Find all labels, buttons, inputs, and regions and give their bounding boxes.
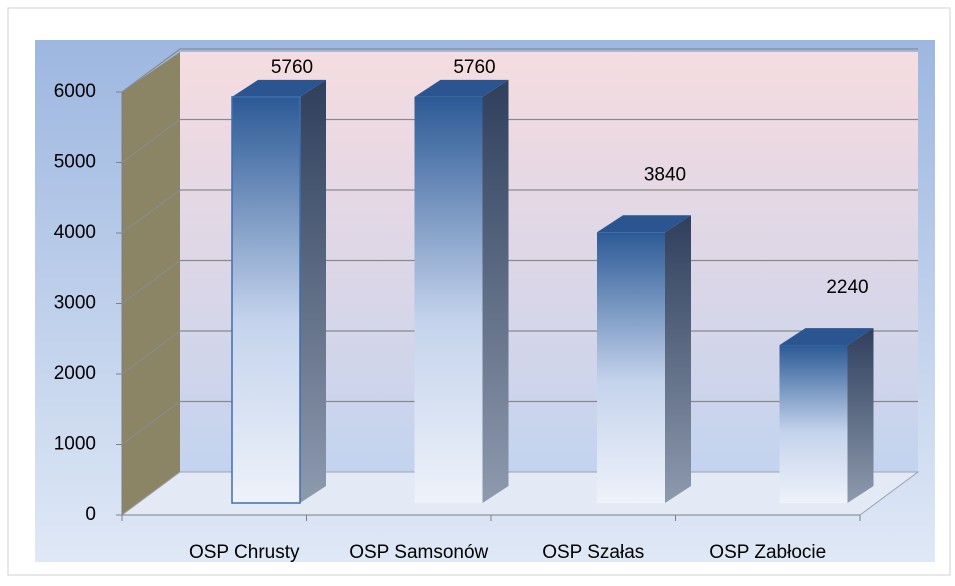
bar bbox=[779, 345, 848, 503]
data-label: 2240 bbox=[826, 277, 868, 298]
grid-line bbox=[121, 189, 918, 234]
y-tick-label: 4000 bbox=[54, 222, 96, 243]
bar-side bbox=[482, 79, 509, 504]
side-wall bbox=[122, 52, 180, 515]
bar-side bbox=[665, 215, 691, 503]
y-tick-label: 5000 bbox=[54, 152, 96, 173]
bar bbox=[231, 96, 301, 504]
grid-line bbox=[121, 118, 918, 163]
y-tick-label: 6000 bbox=[54, 81, 96, 102]
bar bbox=[597, 232, 665, 503]
y-tick-label: 0 bbox=[85, 504, 96, 525]
bar bbox=[414, 96, 483, 504]
grid-line bbox=[121, 48, 918, 93]
data-label: 5760 bbox=[271, 57, 313, 78]
y-tick-label: 1000 bbox=[54, 434, 96, 455]
bar-top bbox=[779, 328, 874, 346]
bar-side bbox=[847, 328, 874, 503]
data-label: 3840 bbox=[644, 164, 686, 185]
data-label: 5760 bbox=[453, 57, 495, 78]
bar-top bbox=[597, 215, 691, 233]
y-tick-label: 2000 bbox=[54, 363, 96, 384]
bar-top bbox=[414, 79, 509, 97]
x-tick-label: OSP Zabłocie bbox=[709, 542, 826, 563]
y-tick-label: 3000 bbox=[54, 293, 96, 314]
bar-side bbox=[300, 79, 326, 504]
x-tick-label: OSP Chrusty bbox=[189, 542, 300, 563]
x-tick-label: OSP Samsonów bbox=[349, 542, 488, 563]
x-tick-label: OSP Szałas bbox=[542, 542, 644, 563]
bar-top bbox=[232, 79, 326, 97]
